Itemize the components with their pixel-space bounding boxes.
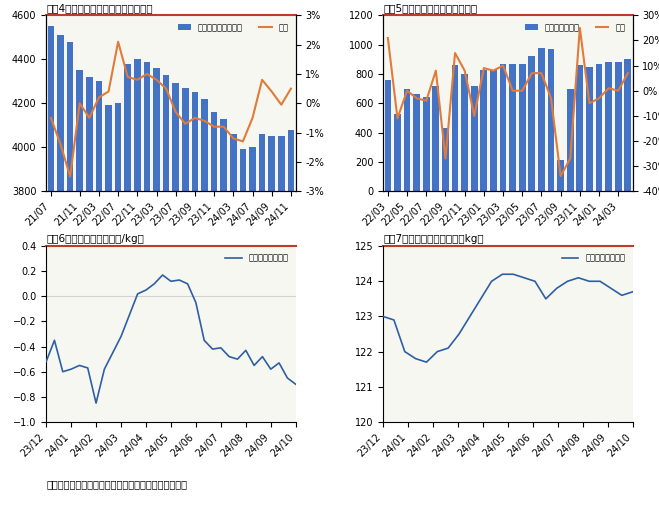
Bar xyxy=(461,74,468,191)
Bar xyxy=(384,80,391,191)
Bar xyxy=(249,147,256,512)
Text: 图表5：全国生猪出栏量（万头）: 图表5：全国生猪出栏量（万头） xyxy=(383,3,477,13)
Bar xyxy=(558,160,564,191)
Bar xyxy=(538,48,545,191)
Text: 图表7：全国生猪出栏均重（kg）: 图表7：全国生猪出栏均重（kg） xyxy=(383,234,484,244)
Bar xyxy=(268,136,275,512)
Bar xyxy=(287,130,295,512)
Bar xyxy=(490,70,497,191)
Bar xyxy=(577,65,583,191)
Legend: 全国生猪出栏均重: 全国生猪出栏均重 xyxy=(558,250,629,266)
Bar xyxy=(220,119,227,512)
Bar xyxy=(76,70,83,512)
Bar xyxy=(259,134,266,512)
Bar xyxy=(67,42,74,512)
Bar xyxy=(605,62,612,191)
Legend: 全国：生猪出栏, 环比: 全国：生猪出栏, 环比 xyxy=(522,19,629,35)
Bar xyxy=(278,136,285,512)
Bar xyxy=(163,75,169,512)
Bar xyxy=(586,67,593,191)
Legend: 全国生猪标肥价差: 全国生猪标肥价差 xyxy=(221,250,291,266)
Text: 图表6：全国标肥价差（元/kg）: 图表6：全国标肥价差（元/kg） xyxy=(46,234,144,244)
Bar xyxy=(625,59,631,191)
Bar xyxy=(529,56,535,191)
Bar xyxy=(394,114,401,191)
Bar xyxy=(509,63,516,191)
Bar xyxy=(105,105,112,512)
Bar xyxy=(432,86,439,191)
Bar xyxy=(192,92,198,512)
Bar xyxy=(442,128,449,191)
Text: 来源：博亚和讯，钢联数据库，广州金控期货研究中心: 来源：博亚和讯，钢联数据库，广州金控期货研究中心 xyxy=(46,479,187,489)
Bar xyxy=(615,62,621,191)
Legend: 全国：能繁母猪存栏, 环比: 全国：能繁母猪存栏, 环比 xyxy=(175,19,291,35)
Bar xyxy=(182,88,188,512)
Bar xyxy=(86,77,93,512)
Bar xyxy=(404,89,411,191)
Bar xyxy=(47,26,54,512)
Bar xyxy=(144,61,150,512)
Bar xyxy=(240,150,246,512)
Bar xyxy=(134,59,140,512)
Bar xyxy=(230,134,237,512)
Bar xyxy=(413,95,420,191)
Bar xyxy=(500,63,506,191)
Bar xyxy=(173,83,179,512)
Bar xyxy=(548,49,554,191)
Bar xyxy=(201,99,208,512)
Bar xyxy=(125,63,131,512)
Bar xyxy=(596,63,602,191)
Bar xyxy=(57,35,64,512)
Bar xyxy=(567,89,573,191)
Bar xyxy=(519,63,526,191)
Text: 图表4：全国能繁母猪存栏量（万头）: 图表4：全国能繁母猪存栏量（万头） xyxy=(46,3,153,13)
Bar xyxy=(211,112,217,512)
Bar xyxy=(96,81,102,512)
Bar xyxy=(423,97,430,191)
Bar xyxy=(153,68,160,512)
Bar xyxy=(471,86,478,191)
Bar xyxy=(451,65,459,191)
Bar xyxy=(115,103,121,512)
Bar xyxy=(480,70,487,191)
